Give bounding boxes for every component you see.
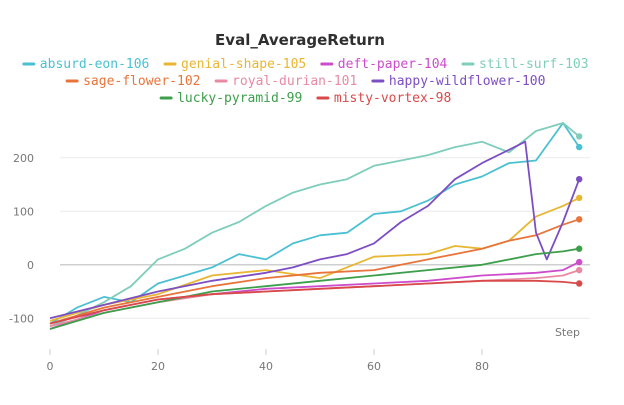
series-line	[49, 247, 580, 330]
x-axis-label: Step	[555, 326, 580, 339]
legend-item[interactable]: absurd-eon-106	[22, 57, 150, 72]
legend-label: absurd-eon-106	[40, 57, 150, 72]
series-line	[49, 140, 581, 320]
series-end-marker	[576, 194, 583, 202]
series-end-marker	[576, 280, 583, 287]
legend-item[interactable]: misty-vortex-98	[316, 91, 451, 106]
legend: absurd-eon-106 genial-shape-105 deft-paper…	[22, 57, 589, 106]
legend-item[interactable]: deft-paper-104	[320, 57, 448, 72]
legend-label: deft-paper-104	[338, 57, 448, 72]
series-line	[49, 122, 580, 328]
legend-label: happy-wildflower-100	[389, 74, 546, 89]
x-tick-label: 20	[151, 360, 165, 373]
legend-item[interactable]: lucky-pyramid-99	[159, 91, 302, 106]
series-end-marker	[576, 133, 583, 140]
legend-label: lucky-pyramid-99	[177, 91, 302, 106]
x-tick-label: 60	[367, 360, 381, 373]
series-end-marker	[576, 216, 583, 223]
legend-item[interactable]: sage-flower-102	[65, 74, 201, 89]
legend-label: misty-vortex-98	[334, 91, 451, 106]
series-end-marker	[576, 143, 583, 151]
x-axis-ticks: 0 20 40 60 80	[47, 349, 489, 373]
series-line	[49, 261, 580, 330]
chart-title: Eval_AverageReturn	[215, 31, 385, 49]
y-axis-ticks: -100 0 100 200	[9, 152, 34, 325]
grid	[60, 157, 590, 319]
y-tick-label: 200	[13, 152, 34, 165]
legend-label: still-surf-103	[479, 57, 589, 72]
legend-label: sage-flower-102	[83, 74, 200, 89]
legend-item[interactable]: genial-shape-105	[163, 57, 306, 72]
y-tick-label: 100	[13, 205, 34, 218]
series-end-marker	[576, 245, 583, 252]
series-line	[49, 279, 580, 325]
series-end-marker	[576, 175, 583, 183]
x-tick-label: 0	[47, 360, 54, 373]
legend-item[interactable]: royal-durian-101	[214, 74, 357, 89]
series-end-marker	[576, 258, 583, 266]
y-tick-label: -100	[9, 312, 34, 325]
x-tick-label: 40	[259, 360, 273, 373]
series-line	[49, 218, 580, 325]
series-line	[49, 122, 580, 325]
series-group	[49, 122, 583, 330]
y-tick-label: 0	[27, 259, 34, 272]
legend-label: genial-shape-105	[181, 57, 306, 72]
legend-item[interactable]: happy-wildflower-100	[371, 74, 546, 89]
series-line	[49, 197, 580, 322]
x-tick-label: 80	[475, 360, 489, 373]
legend-label: royal-durian-101	[232, 74, 357, 89]
legend-item[interactable]: still-surf-103	[461, 57, 589, 72]
series-end-marker	[576, 266, 583, 274]
